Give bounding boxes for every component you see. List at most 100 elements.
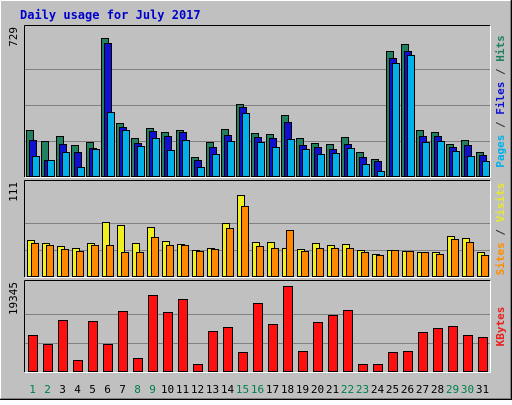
bar-kbytes-kbytes-day-25	[388, 352, 398, 372]
x-tick-day-15: 15	[236, 383, 249, 396]
bar-visits-sites-day-10	[166, 245, 174, 277]
bar-hits-pages-day-10	[167, 150, 175, 177]
x-tick-day-22: 22	[341, 383, 354, 396]
bar-hits-pages-day-13	[212, 154, 220, 177]
bar-visits-sites-day-15	[241, 206, 249, 277]
bar-visits-sites-day-7	[121, 252, 129, 277]
bar-hits-pages-day-11	[182, 140, 190, 177]
panel-visits: 111 Sites / Visits	[7, 180, 507, 278]
bar-kbytes-kbytes-day-10	[163, 312, 173, 372]
bar-hits-pages-day-28	[437, 141, 445, 177]
x-tick-day-14: 14	[221, 383, 235, 396]
bar-kbytes-kbytes-day-26	[403, 351, 413, 372]
bar-hits-pages-day-1	[32, 156, 40, 177]
bar-visits-sites-day-23	[361, 252, 369, 277]
bar-visits-sites-day-3	[61, 249, 69, 277]
bar-visits-sites-day-11	[181, 245, 189, 277]
bar-kbytes-kbytes-day-21	[328, 315, 338, 372]
x-tick-day-5: 5	[89, 383, 96, 396]
x-tick-day-24: 24	[371, 383, 385, 396]
bar-visits-sites-day-6	[106, 245, 114, 277]
bar-hits-pages-day-4	[77, 167, 85, 177]
bar-hits-pages-day-2	[47, 160, 55, 177]
bar-kbytes-kbytes-day-19	[298, 351, 308, 372]
bar-visits-sites-day-29	[451, 239, 459, 277]
bar-visits-sites-day-26	[406, 251, 414, 277]
bar-hits-pages-day-12	[197, 167, 205, 177]
chart-title: Daily usage for July 2017	[20, 8, 201, 22]
bar-visits-sites-day-2	[46, 245, 54, 277]
bar-hits-pages-day-17	[272, 147, 280, 177]
bar-visits-sites-day-19	[301, 251, 309, 277]
x-tick-day-3: 3	[59, 383, 66, 396]
panel-visits-legend-part: Sites	[494, 242, 507, 275]
bar-kbytes-kbytes-day-11	[178, 299, 188, 372]
bar-visits-sites-day-25	[391, 250, 399, 277]
bar-visits-sites-day-21	[331, 248, 339, 277]
bar-visits-sites-day-12	[196, 251, 204, 277]
bar-visits-sites-day-14	[226, 228, 234, 277]
x-tick-day-12: 12	[191, 383, 204, 396]
bar-hits-pages-day-25	[392, 63, 400, 177]
bar-kbytes-kbytes-day-24	[373, 364, 383, 372]
x-tick-day-7: 7	[119, 383, 126, 396]
bar-hits-pages-day-27	[422, 142, 430, 177]
bar-kbytes-kbytes-day-2	[43, 344, 53, 372]
bar-kbytes-kbytes-day-16	[253, 303, 263, 372]
bar-hits-pages-day-7	[122, 130, 130, 177]
bar-kbytes-kbytes-day-31	[478, 337, 488, 372]
bar-hits-pages-day-16	[257, 142, 265, 177]
bar-kbytes-kbytes-day-23	[358, 364, 368, 372]
bar-visits-sites-day-31	[481, 255, 489, 277]
x-tick-day-2: 2	[44, 383, 51, 396]
x-tick-day-8: 8	[134, 383, 141, 396]
x-tick-day-25: 25	[386, 383, 399, 396]
bar-kbytes-kbytes-day-22	[343, 310, 353, 372]
bar-kbytes-kbytes-day-13	[208, 331, 218, 372]
bar-kbytes-kbytes-day-8	[133, 358, 143, 372]
bar-visits-sites-day-28	[436, 254, 444, 277]
x-tick-day-10: 10	[161, 383, 174, 396]
bar-visits-sites-day-16	[256, 246, 264, 277]
panel-visits-legend-part: Visits	[494, 183, 507, 223]
x-tick-day-18: 18	[281, 383, 294, 396]
bar-visits-sites-day-8	[136, 252, 144, 277]
bar-kbytes-kbytes-day-28	[433, 328, 443, 372]
bar-visits-sites-day-4	[76, 251, 84, 277]
bar-hits-pages-day-14	[227, 141, 235, 177]
x-tick-day-26: 26	[401, 383, 414, 396]
bar-visits-sites-day-24	[376, 255, 384, 277]
bar-hits-pages-day-15	[242, 113, 250, 177]
bar-kbytes-kbytes-day-4	[73, 360, 83, 372]
bar-kbytes-kbytes-day-6	[103, 344, 113, 372]
chart-panels: 729 Pages / Files / Hits 111 Sites / Visits…	[7, 25, 507, 373]
bar-kbytes-kbytes-day-18	[283, 286, 293, 372]
bar-kbytes-kbytes-day-14	[223, 327, 233, 372]
panel-visits-legend: Sites / Visits	[494, 183, 507, 276]
bar-kbytes-kbytes-day-3	[58, 320, 68, 372]
panel-hits-legend: Pages / Files / Hits	[494, 35, 507, 168]
bar-visits-sites-day-18	[286, 230, 294, 277]
bar-kbytes-kbytes-day-29	[448, 326, 458, 372]
x-tick-day-16: 16	[251, 383, 264, 396]
bar-hits-pages-day-26	[407, 55, 415, 177]
x-axis-day-labels: 1 2 3 4 5 6 7 8 9 10 11 12 13 14 15 16 17 18 19 20 21 22 23 24 2…	[29, 383, 489, 396]
bar-hits-pages-day-22	[347, 148, 355, 177]
bar-hits-pages-day-23	[362, 164, 370, 177]
bar-kbytes-kbytes-day-9	[148, 295, 158, 372]
x-tick-day-29: 29	[446, 383, 459, 396]
x-tick-day-23: 23	[356, 383, 369, 396]
bar-hits-pages-day-8	[137, 146, 145, 177]
bar-hits-pages-day-29	[452, 151, 460, 177]
bar-kbytes-kbytes-day-27	[418, 332, 428, 372]
panel-hits: 729 Pages / Files / Hits	[7, 25, 507, 178]
panel-kbytes-legend: KBytes	[494, 307, 507, 347]
x-tick-day-30: 30	[461, 383, 474, 396]
x-tick-day-11: 11	[176, 383, 189, 396]
bar-hits-pages-day-20	[317, 154, 325, 177]
panel-hits-legend-part: Hits	[494, 35, 507, 62]
panel-kbytes: 19345 KBytes	[7, 280, 507, 373]
bar-hits-pages-day-30	[467, 156, 475, 177]
